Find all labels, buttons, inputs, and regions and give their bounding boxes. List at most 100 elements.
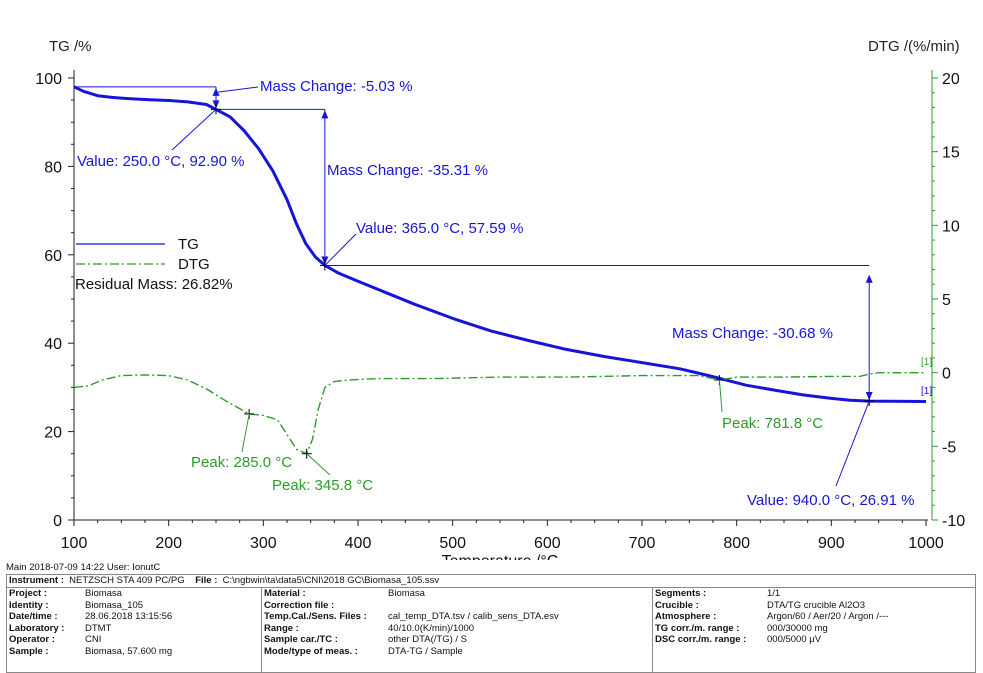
info-row: TG corr./m. range : 000/30000 mg <box>655 623 975 635</box>
info-row: Operator : CNI <box>9 634 261 646</box>
info-value: 000/30000 mg <box>767 622 828 634</box>
info-row: Sample : Biomasa, 57.600 mg <box>9 646 261 658</box>
info-key: Identity : <box>9 599 49 611</box>
info-value: 000/5000 µV <box>767 634 822 645</box>
info-row: Segments : 1/1 <box>655 588 975 600</box>
info-key: Operator : <box>9 634 55 645</box>
info-row: Mode/type of meas. : DTA-TG / Sample <box>264 646 652 658</box>
value2-label: Value: 365.0 °C, 57.59 % <box>356 220 524 237</box>
info-value: Biomasa <box>85 588 122 599</box>
info-value: Biomasa, 57.600 mg <box>85 645 173 657</box>
value3-leader <box>835 400 870 487</box>
info-column-setup: Segments : 1/1 Crucible : DTA/TG crucible … <box>653 588 975 672</box>
info-key: Segments : <box>655 588 707 599</box>
x-tick-label: 700 <box>629 535 656 552</box>
info-key: Sample car./TC : <box>264 634 338 645</box>
left-tick-label: 60 <box>44 248 62 265</box>
left-tick-label: 100 <box>35 71 62 88</box>
info-row: Atmosphere : Argon/60 / Aer/20 / Argon /-… <box>655 611 975 623</box>
info-key: TG corr./m. range : <box>655 622 740 634</box>
info-key: Sample : <box>9 645 49 657</box>
info-value: cal_temp_DTA.tsv / calib_sens_DTA.esv <box>388 611 559 622</box>
info-value: DTA/TG crucible Al2O3 <box>767 599 866 611</box>
info-value: DTA-TG / Sample <box>388 645 463 657</box>
dtg-curve <box>73 372 926 455</box>
step2-arrowhead-up <box>321 110 329 119</box>
residual-mass-label: Residual Mass: 26.82% <box>75 276 233 293</box>
x-tick-label: 800 <box>723 535 750 552</box>
left-tick-label: 0 <box>53 513 62 530</box>
tg-curve <box>73 85 927 403</box>
info-value: CNI <box>85 634 102 645</box>
info-value: 1/1 <box>767 588 781 599</box>
right-tick-label: 5 <box>942 292 951 309</box>
info-row: Range : 40/10.0(K/min)/1000 <box>264 623 652 635</box>
x-axis-label: Temperature /°C <box>442 553 559 560</box>
peak2-label: Peak: 345.8 °C <box>272 477 373 494</box>
x-tick-label: 300 <box>250 535 277 552</box>
info-row: Crucible : DTA/TG crucible Al2O3 <box>655 600 975 612</box>
info-value: 40/10.0(K/min)/1000 <box>388 622 475 634</box>
info-key: Temp.Cal./Sens. Files : <box>264 611 367 622</box>
info-key: Date/time : <box>9 611 58 622</box>
step3-arrowhead-up <box>865 274 873 283</box>
peak3-label: Peak: 781.8 °C <box>722 415 823 432</box>
left-axis-title: TG /% <box>49 38 92 55</box>
mass-change-2-label: Mass Change: -35.31 % <box>327 162 488 179</box>
info-key: Crucible : <box>655 599 699 611</box>
right-tick-label: 15 <box>942 145 960 162</box>
value3-label: Value: 940.0 °C, 26.91 % <box>747 492 915 509</box>
info-row: Temp.Cal./Sens. Files : cal_temp_DTA.tsv … <box>264 611 652 623</box>
info-value: Argon/60 / Aer/20 / Argon /--- <box>767 611 889 622</box>
info-row: Laboratory : DTMT <box>9 623 261 635</box>
mass-change-3-label: Mass Change: -30.68 % <box>672 325 833 342</box>
x-tick-label: 200 <box>155 535 182 552</box>
info-value: Biomasa_105 <box>85 599 144 611</box>
right-tick-label: 0 <box>942 366 951 383</box>
info-row: Sample car./TC : other DTA(/TG) / S <box>264 634 652 646</box>
step1-arrowhead-up <box>212 87 220 96</box>
right-tick-label: 20 <box>942 71 960 88</box>
file-label: File : <box>195 575 218 586</box>
left-tick-label: 40 <box>44 336 62 353</box>
legend-tg-label: TG <box>178 236 199 253</box>
peak1-label: Peak: 285.0 °C <box>191 454 292 471</box>
info-key: Project : <box>9 588 48 599</box>
value2-leader <box>324 233 357 266</box>
peak1-leader <box>241 413 250 453</box>
info-key: Correction file : <box>264 599 335 611</box>
peak2-leader <box>306 453 331 476</box>
info-row: Material : Biomasa <box>264 588 652 600</box>
info-row: Correction file : <box>264 600 652 612</box>
instrument-info-panel: Main 2018-07-09 14:22 User: IonutC Instr… <box>6 562 976 673</box>
info-value: other DTA(/TG) / S <box>388 634 468 645</box>
peak3-leader <box>718 379 723 413</box>
mass-change-1-label: Mass Change: -5.03 % <box>260 78 413 95</box>
info-row: Date/time : 28.06.2018 13:15:56 <box>9 611 261 623</box>
dtg-end-marker: [1] <box>921 357 932 368</box>
instrument-line: Instrument : NETZSCH STA 409 PC/PG File … <box>6 574 976 588</box>
info-value: Biomasa <box>388 588 425 599</box>
info-grid: Project : Biomasa Identity : Biomasa_105 D… <box>6 588 976 673</box>
value1-leader <box>171 109 217 151</box>
info-key: Laboratory : <box>9 622 65 634</box>
legend-dtg-label: DTG <box>178 256 210 273</box>
info-key: Mode/type of meas. : <box>264 645 358 657</box>
info-key: Atmosphere : <box>655 611 717 622</box>
left-tick-label: 20 <box>44 425 62 442</box>
info-column-measurement: Material : Biomasa Correction file : Temp… <box>262 588 653 672</box>
thermogram-chart: 100 200 300 400 500 600 700 800 900 1000020406080… <box>35 70 965 560</box>
info-key: DSC corr./m. range : <box>655 634 747 645</box>
info-value: DTMT <box>85 622 112 634</box>
right-tick-label: 10 <box>942 218 960 235</box>
mass-change-1-leader <box>217 86 259 93</box>
x-tick-label: 100 <box>61 535 88 552</box>
main-header-line: Main 2018-07-09 14:22 User: IonutC <box>6 562 161 573</box>
info-column-general: Project : Biomasa Identity : Biomasa_105 D… <box>7 588 262 672</box>
x-tick-label: 1000 <box>908 535 944 552</box>
instrument-value: NETZSCH STA 409 PC/PG <box>69 575 185 586</box>
right-axis-title: DTG /(%/min) <box>868 38 960 55</box>
right-tick-label: -5 <box>942 439 956 456</box>
info-value: 28.06.2018 13:15:56 <box>85 611 173 622</box>
value1-label: Value: 250.0 °C, 92.90 % <box>77 153 245 170</box>
